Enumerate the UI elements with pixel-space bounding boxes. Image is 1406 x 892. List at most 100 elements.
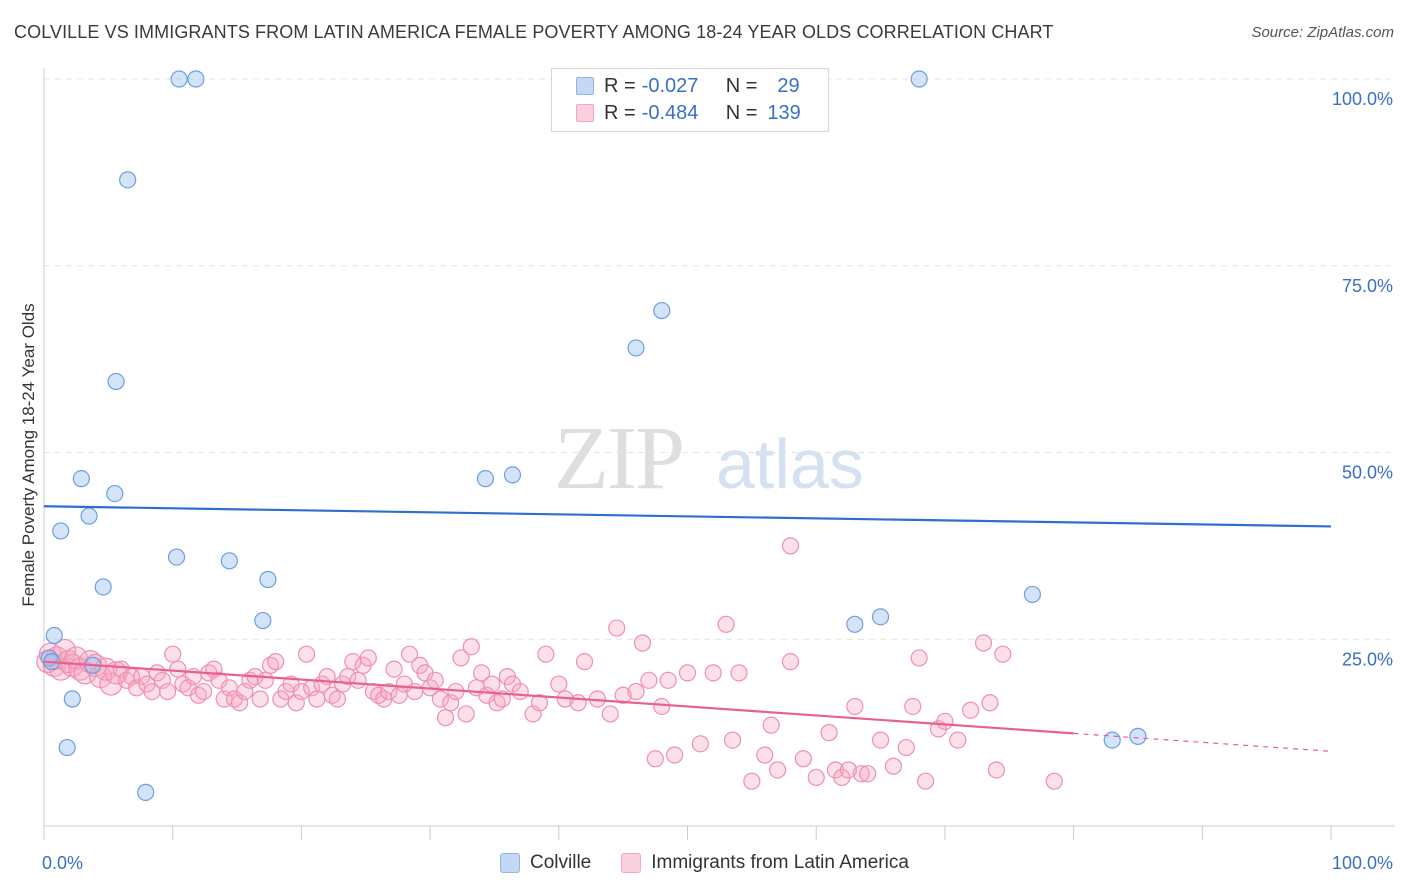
y-tick-labels: 25.0% 50.0% 75.0% 100.0% <box>1332 89 1393 669</box>
immigrants-point <box>807 768 825 787</box>
immigrants-point <box>781 537 800 555</box>
immigrants-point <box>614 686 632 704</box>
immigrants-point <box>653 697 671 716</box>
colville-swatch <box>500 853 520 873</box>
immigrants-point <box>608 619 626 637</box>
immigrants-point <box>359 649 377 667</box>
immigrants-point <box>267 653 285 671</box>
immigrants-swatch <box>576 104 594 122</box>
immigrants-point <box>426 671 444 689</box>
immigrants-point <box>839 761 857 779</box>
immigrants-point <box>256 671 274 689</box>
x-tick-label: 0.0% <box>42 853 83 873</box>
immigrants-point <box>431 690 449 708</box>
immigrants-point <box>251 690 269 708</box>
immigrants-point <box>704 664 722 682</box>
n-label: N = <box>725 101 758 124</box>
immigrants-point <box>852 765 870 783</box>
chart-source: Source: ZipAtlas.com <box>1251 24 1394 41</box>
colville-point <box>80 507 98 525</box>
immigrants-point <box>472 664 491 682</box>
n-label: N = <box>725 74 758 97</box>
colville-point <box>1129 727 1147 745</box>
immigrants-point <box>292 682 310 701</box>
colville-trend-line <box>43 505 1332 528</box>
colville-point <box>72 470 90 488</box>
y-tick-label: 50.0% <box>1342 463 1393 483</box>
immigrants-point <box>962 701 980 719</box>
immigrants-point <box>194 682 213 701</box>
legend-item-immigrants[interactable]: Immigrants from Latin America <box>621 852 909 874</box>
legend-label-colville: Colville <box>530 852 592 873</box>
immigrants-point <box>691 735 709 753</box>
immigrants-point <box>339 667 357 686</box>
immigrants-point <box>730 664 748 682</box>
n-value: 139 <box>767 101 801 124</box>
immigrants-point <box>385 660 403 678</box>
immigrants-point <box>666 746 684 764</box>
colville-point <box>119 171 137 189</box>
axes <box>43 68 1395 840</box>
colville-point <box>1103 731 1121 749</box>
immigrants-point <box>897 738 915 757</box>
immigrants-point <box>871 731 890 749</box>
immigrants-point <box>406 682 424 701</box>
trend-lines <box>43 505 1332 752</box>
immigrants-point <box>717 615 735 633</box>
immigrants-point <box>743 772 761 790</box>
x-tick-label: 100.0% <box>1332 853 1393 873</box>
colville-point <box>63 690 81 708</box>
colville-point <box>871 608 890 626</box>
colville-point <box>94 578 112 596</box>
chart-title: COLVILLE VS IMMIGRANTS FROM LATIN AMERIC… <box>14 22 1054 42</box>
immigrants-point <box>530 694 549 712</box>
immigrants-point <box>236 682 254 701</box>
immigrants-point <box>859 765 877 783</box>
immigrants-point <box>575 653 594 671</box>
immigrants-swatch <box>621 853 642 873</box>
immigrants-point <box>633 634 652 652</box>
r-label: R = <box>604 101 636 124</box>
r-value: -0.027 <box>641 74 699 97</box>
y-tick-label: 100.0% <box>1332 89 1393 109</box>
legend-item-colville[interactable]: Colville <box>500 852 591 874</box>
immigrants-point <box>349 671 367 689</box>
immigrants-point <box>974 634 993 652</box>
immigrants-point <box>723 731 742 749</box>
colville-point <box>167 548 186 566</box>
immigrants-point <box>678 664 697 682</box>
grid-lines <box>44 78 1391 640</box>
immigrants-point <box>949 731 967 749</box>
y-axis-label: Female Poverty Among 18-24 Year Olds <box>19 303 38 606</box>
immigrants-point <box>436 709 455 727</box>
colville-point <box>137 783 155 801</box>
immigrants-point <box>231 694 249 712</box>
immigrants-point <box>646 750 664 768</box>
immigrants-point <box>884 757 903 775</box>
colville-point <box>653 301 671 320</box>
stats-legend: R = -0.027 N = 29 R = -0.484 N = 139 <box>551 68 829 132</box>
legend-label-immigrants: Immigrants from Latin America <box>651 852 909 873</box>
immigrants-point <box>756 746 774 764</box>
immigrants-point <box>169 660 187 678</box>
watermark-zip: ZIP <box>554 409 683 508</box>
series-legend: Colville Immigrants from Latin America <box>500 852 939 874</box>
immigrants-point <box>762 716 780 734</box>
colville-point <box>170 70 188 88</box>
immigrants-point <box>569 694 587 712</box>
immigrants-point <box>452 649 470 667</box>
immigrants-point <box>457 705 475 723</box>
watermark-atlas: atlas <box>716 425 864 503</box>
colville-point <box>254 611 272 630</box>
immigrants-point <box>550 675 568 693</box>
immigrants-point <box>820 724 838 742</box>
colville-point <box>45 626 63 645</box>
colville-point <box>910 70 928 88</box>
immigrants-point <box>627 682 645 701</box>
colville-point <box>220 552 238 570</box>
immigrants-point <box>400 645 419 663</box>
immigrants-point <box>287 694 305 712</box>
immigrants-trend-extension <box>1073 732 1332 752</box>
y-tick-label: 25.0% <box>1342 649 1393 669</box>
immigrants-point <box>794 750 812 768</box>
